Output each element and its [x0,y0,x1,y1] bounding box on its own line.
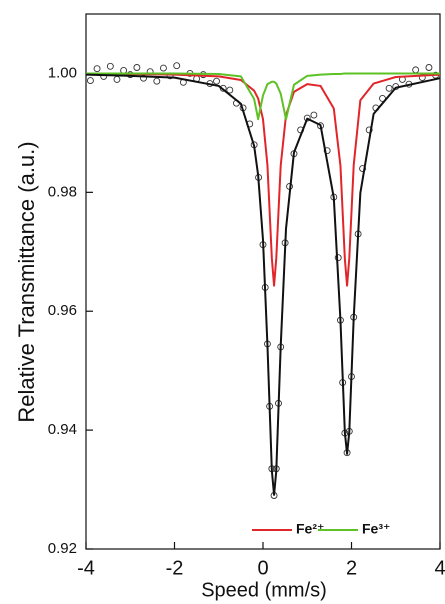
data-point [153,77,161,85]
y-tick-label: 1.00 [48,64,77,81]
data-point [173,62,181,70]
data-point [310,111,318,119]
data-point [425,64,433,71]
data-point [106,62,114,70]
data-point [359,165,367,173]
legend-label: Fe³⁺ [362,521,390,537]
data-point [113,75,121,83]
data-point [412,66,420,74]
data-point [323,147,331,155]
series-line [86,72,440,121]
data-point [213,77,220,85]
data-point [159,64,167,72]
y-axis-title: Relative Transmittance (a.u.) [14,141,39,422]
x-tick-label: 2 [346,557,357,579]
legend-label: Fe²⁺ [296,521,324,537]
x-tick-label: 4 [434,557,445,579]
series-line [85,73,441,496]
data-point [133,64,141,71]
y-tick-label: 0.92 [48,540,77,557]
data-point [226,86,234,94]
x-tick-label: -2 [166,557,184,579]
x-tick-label: -4 [77,557,95,579]
y-tick-label: 0.98 [48,183,77,200]
data-point [334,254,342,262]
x-tick-label: 0 [257,557,268,579]
data-point [86,77,94,85]
data-point [365,126,373,134]
data-point [385,84,393,92]
x-axis-title: Speed (mm/s) [201,579,327,601]
y-tick-label: 0.94 [48,421,77,438]
data-point [93,65,101,73]
y-tick-label: 0.96 [48,302,77,319]
